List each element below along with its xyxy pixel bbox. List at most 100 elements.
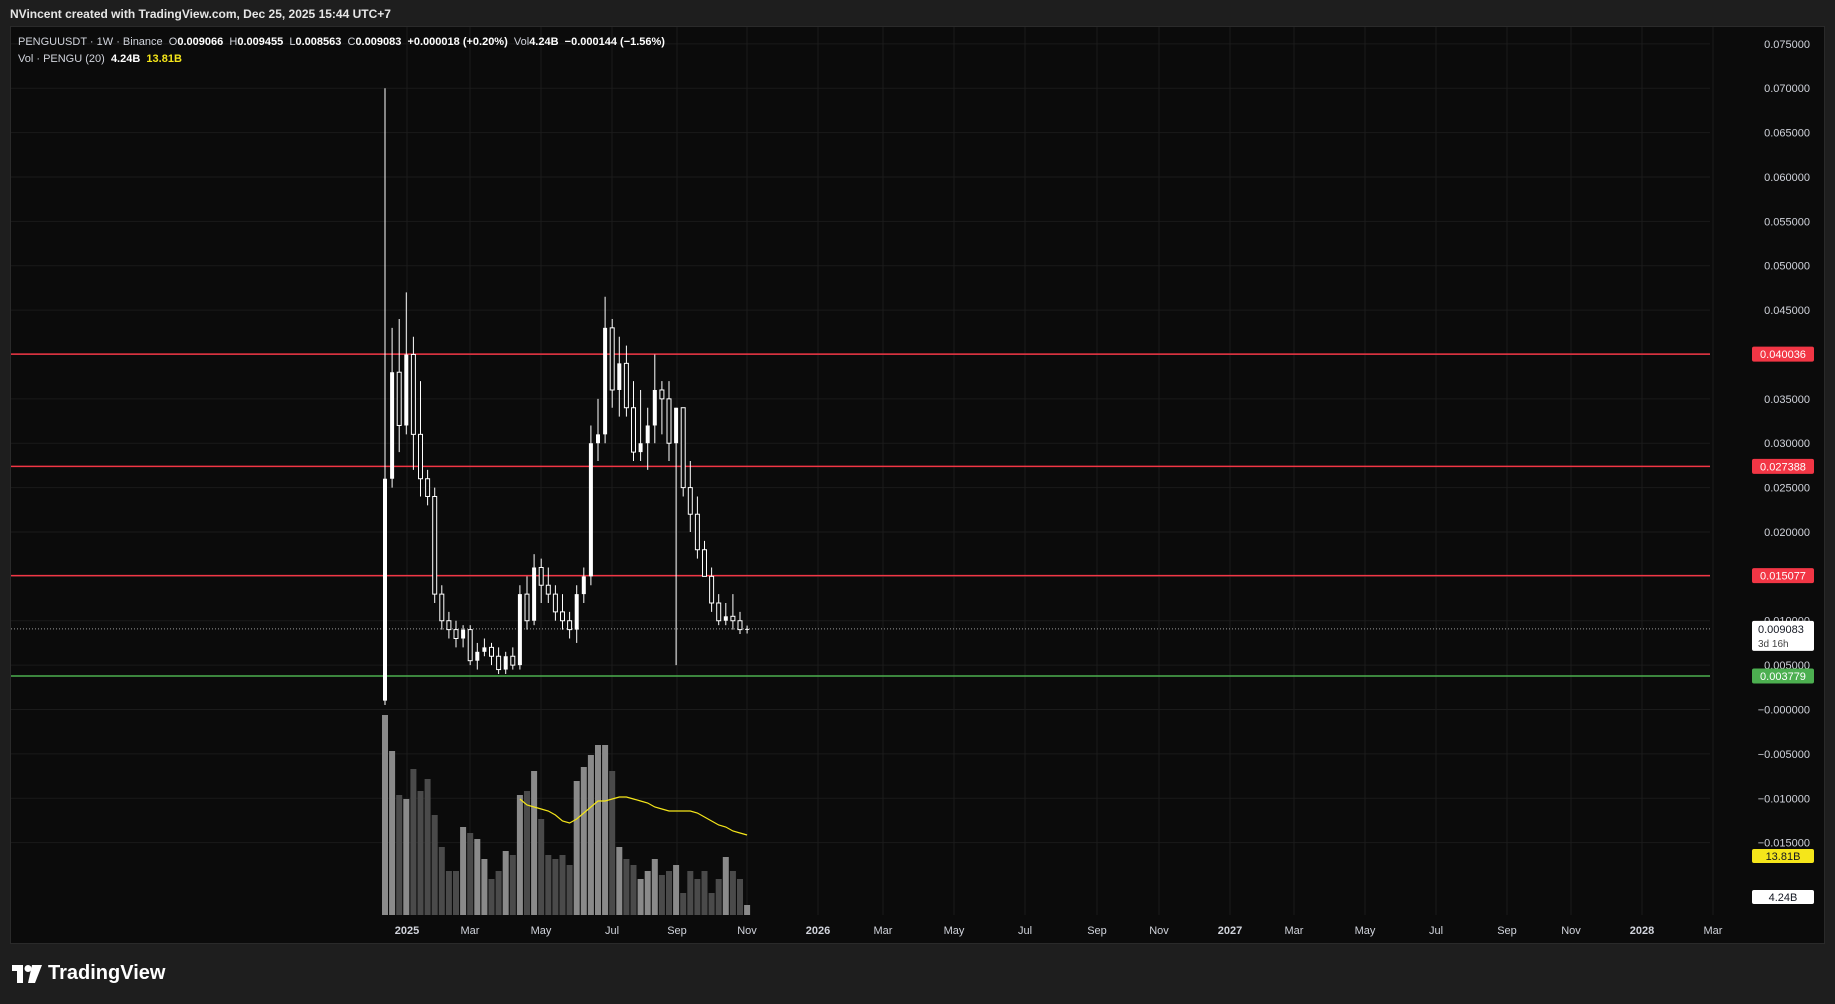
price-axis[interactable]: 0.075000 0.070000 0.065000 0.060000 0.055000… xyxy=(1758,39,1810,850)
volume-bar xyxy=(715,879,722,915)
candle-body xyxy=(482,647,487,652)
time-tick-label: May xyxy=(944,925,965,937)
volume-bar xyxy=(708,893,715,915)
volume-bar xyxy=(481,859,488,915)
candle-body xyxy=(390,372,395,479)
time-tick-label: 2027 xyxy=(1218,925,1242,937)
candle-body xyxy=(410,353,416,435)
candle-body xyxy=(503,656,508,670)
candle-body xyxy=(439,593,445,622)
candle-body xyxy=(702,549,707,577)
time-axis[interactable]: 2025 Mar May Jul Sep Nov 2026 Mar May Jul Sep Nov 20… xyxy=(395,925,1723,937)
candle-body xyxy=(687,487,693,515)
top-bar: NVincent created with TradingView.com, D… xyxy=(0,0,1835,26)
volume-current-tag xyxy=(1752,890,1814,904)
volume-bar xyxy=(389,751,396,915)
candle-body xyxy=(645,425,650,444)
volume-bar xyxy=(531,771,538,915)
resistance-price-text: 0.040036 xyxy=(1760,349,1806,361)
tradingview-logo-text: TradingView xyxy=(48,962,166,984)
high-value: 0.009455 xyxy=(237,36,284,48)
candle-body xyxy=(666,398,672,444)
volume-bar xyxy=(453,871,459,915)
volume-bar xyxy=(580,767,587,915)
candle-body xyxy=(716,602,722,622)
volume-study-value: 4.24B xyxy=(110,53,141,65)
candle-body xyxy=(588,443,593,577)
volume-bar xyxy=(587,755,594,915)
time-tick-label: 2026 xyxy=(806,925,830,937)
tradingview-logo[interactable]: TradingView xyxy=(12,962,165,985)
volume-bar xyxy=(722,857,729,915)
volume-bar xyxy=(573,781,580,915)
candle-body xyxy=(383,478,387,701)
symbol-label[interactable]: PENGUUSDT · 1W · Binance xyxy=(18,36,163,48)
time-tick-label: Sep xyxy=(1087,925,1107,937)
volume-bar xyxy=(403,799,410,915)
candle-body xyxy=(489,646,494,657)
time-tick-label: Mar xyxy=(874,925,893,937)
volume-study-label[interactable]: Vol · PENGU (20) xyxy=(18,53,105,65)
volume-bar xyxy=(495,871,502,915)
volume-bar xyxy=(566,865,573,915)
attribution-text: NVincent created with TradingView.com, D… xyxy=(10,7,391,21)
candle-body xyxy=(723,616,728,621)
price-tick-label: 0.050000 xyxy=(1764,261,1810,273)
close-value: 0.009083 xyxy=(355,36,402,48)
candle-body xyxy=(567,620,573,631)
volume-ma-tag xyxy=(1752,849,1814,863)
time-tick-label: Nov xyxy=(1149,925,1169,937)
volume-change: −0.000144 (−1.56%) xyxy=(564,36,665,48)
candle-body xyxy=(475,651,480,661)
price-tick-label: −0.010000 xyxy=(1758,793,1810,805)
volume-bar xyxy=(460,827,467,915)
volume-bar xyxy=(616,847,623,915)
candle-body xyxy=(552,593,558,613)
candle-body xyxy=(596,434,600,444)
price-tick-label: −0.000000 xyxy=(1758,705,1810,717)
volume-bar xyxy=(602,745,609,915)
candle-body xyxy=(737,620,743,631)
time-tick-label: 2028 xyxy=(1630,925,1654,937)
ohlc-legend: PENGUUSDT · 1W · Binance O0.009066 H0.00… xyxy=(18,36,665,48)
volume-bar xyxy=(538,819,545,915)
volume-value: 4.24B xyxy=(529,36,559,48)
price-tick-label: 0.045000 xyxy=(1764,305,1810,317)
candle-body xyxy=(674,407,679,444)
support-price-tag xyxy=(1752,668,1814,684)
candle-body xyxy=(603,327,608,435)
volume-bar xyxy=(382,715,388,915)
resistance-price-tag xyxy=(1752,346,1814,362)
volume-bar xyxy=(673,865,680,915)
open-value: 0.009066 xyxy=(177,36,224,48)
chart-frame[interactable] xyxy=(10,26,1825,944)
candle-body xyxy=(560,611,565,622)
resistance-price-tag xyxy=(1752,568,1814,584)
price-tick-label: 0.070000 xyxy=(1764,83,1810,95)
volume-bar xyxy=(488,879,495,915)
volume-bar xyxy=(744,905,751,915)
volume-bar xyxy=(545,855,552,915)
candle-body xyxy=(574,594,579,630)
volume-bar xyxy=(396,795,403,915)
volume-current-text: 4.24B xyxy=(1769,892,1798,904)
volume-bar xyxy=(666,871,672,915)
tradingview-logo-icon xyxy=(12,964,42,983)
volume-bar xyxy=(637,879,644,915)
price-tick-label: 0.030000 xyxy=(1764,438,1810,450)
candle-body xyxy=(730,615,736,622)
candle-body xyxy=(617,363,622,390)
volume-bar xyxy=(687,871,694,915)
time-tick-label: Mar xyxy=(461,925,480,937)
price-chart[interactable]: 0.075000 0.070000 0.065000 0.060000 0.055000… xyxy=(0,0,1835,944)
volume-bar xyxy=(623,859,630,915)
volume-bar xyxy=(737,879,743,915)
candle-body xyxy=(453,629,459,639)
volume-bar xyxy=(524,791,530,915)
volume-bar xyxy=(658,875,665,915)
volume-bar xyxy=(424,779,431,915)
volume-ma xyxy=(519,796,748,836)
volume-bar xyxy=(701,871,708,915)
volume-bar xyxy=(651,859,658,915)
price-tick-label: 0.060000 xyxy=(1764,172,1810,184)
